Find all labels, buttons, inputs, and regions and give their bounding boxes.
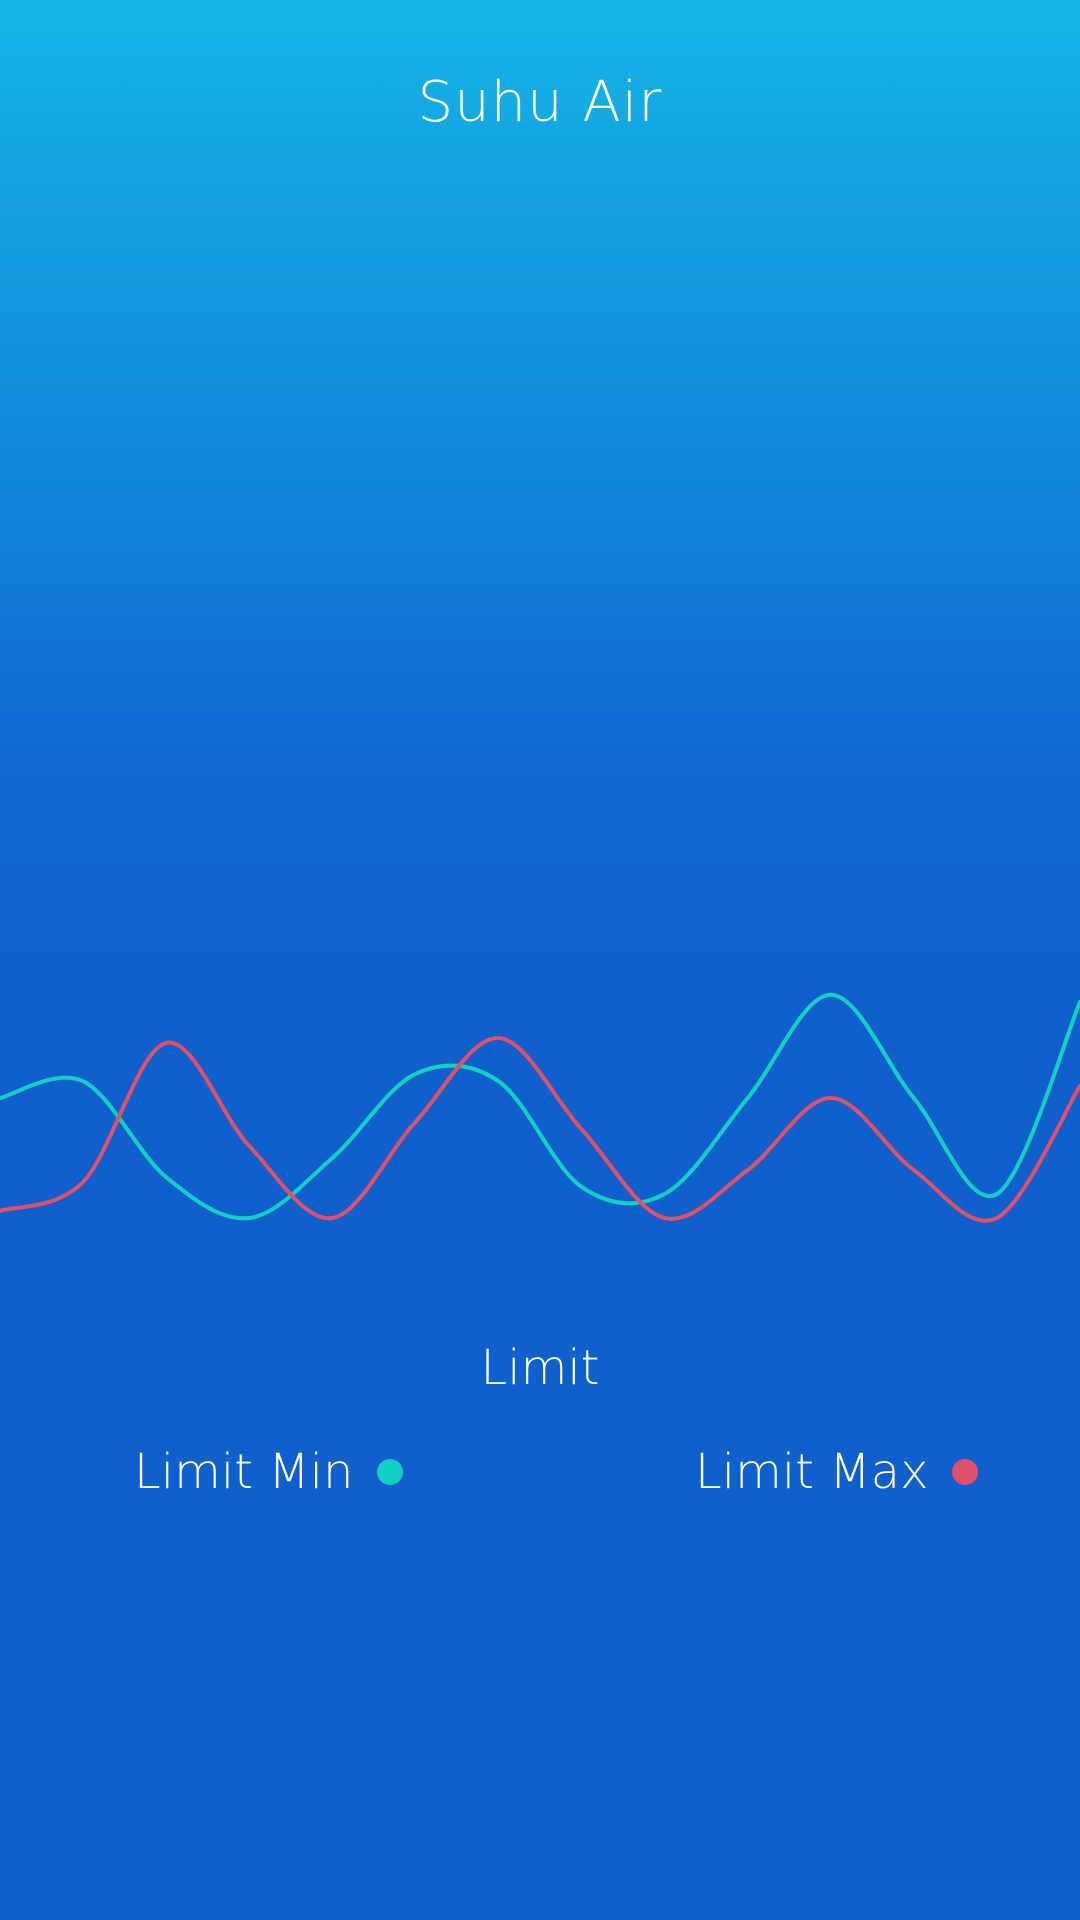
legend-item-limit-max: Limit Max bbox=[695, 1440, 979, 1504]
wave-chart bbox=[0, 992, 1080, 1223]
wave-line-limit-max bbox=[0, 1035, 1080, 1223]
legend-label-limit-max: Limit Max bbox=[695, 1444, 929, 1500]
page-title: Suhu Air bbox=[417, 70, 663, 135]
wave-line-limit-min bbox=[0, 992, 1080, 1221]
legend-item-limit-min: Limit Min bbox=[134, 1440, 404, 1504]
legend-dot-limit-max bbox=[952, 1459, 979, 1485]
legend-title: Limit bbox=[480, 1340, 600, 1396]
legend-label-limit-min: Limit Min bbox=[134, 1444, 354, 1500]
legend-dot-limit-min bbox=[377, 1459, 404, 1485]
